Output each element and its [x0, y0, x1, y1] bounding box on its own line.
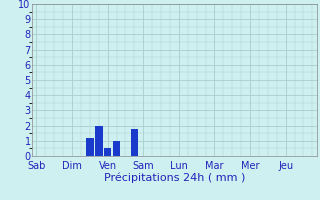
- Bar: [113, 141, 120, 156]
- Bar: [104, 148, 111, 156]
- Bar: [86, 138, 94, 156]
- X-axis label: Précipitations 24h ( mm ): Précipitations 24h ( mm ): [104, 172, 245, 183]
- Bar: [131, 129, 138, 156]
- Bar: [95, 126, 102, 156]
